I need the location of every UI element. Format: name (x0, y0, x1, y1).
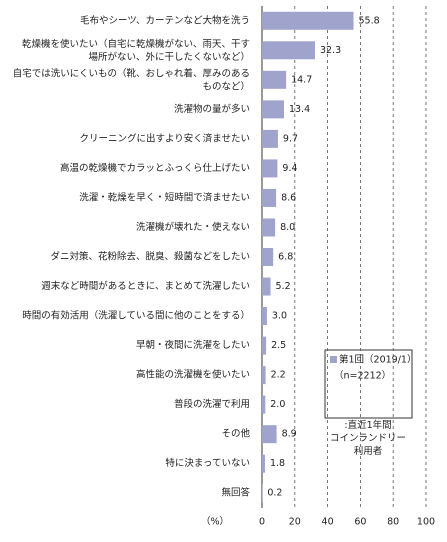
bar (262, 278, 271, 296)
value-label: 2.5 (271, 340, 286, 351)
y-tick-label: 時間の有効活用（洗濯している間に他のことをする） (22, 310, 250, 322)
y-tick-label: 特に決まっていない (165, 457, 250, 469)
bar (262, 307, 267, 325)
y-tick-label: 週末など時間があるときに、まとめて洗濯したい (41, 280, 250, 292)
value-label: 6.8 (278, 252, 293, 263)
y-tick-label: 普段の洗濯で利用 (174, 398, 250, 410)
x-tick-label: 20 (289, 517, 301, 528)
y-tick-label: 毛布やシーツ、カーテンなど大物を洗う (80, 14, 250, 26)
bar (262, 189, 276, 207)
value-label: 9.4 (282, 163, 297, 174)
value-label: 5.2 (276, 281, 291, 292)
value-label: 9.7 (283, 133, 298, 144)
legend-note: （n=2212） (334, 370, 391, 382)
bar (262, 425, 277, 443)
annotation: :直近1年間コインランドリー利用者 (330, 419, 406, 457)
y-tick-label: クリーニングに出すより安く済ませたい (79, 132, 250, 144)
value-label: 8.9 (282, 429, 297, 440)
bar (262, 12, 354, 30)
bar (262, 455, 265, 473)
bar (262, 337, 266, 355)
x-tick-label: 0 (259, 517, 265, 528)
y-tick-label: 洗濯物の量が多い (174, 103, 250, 115)
x-tick-label: 100 (417, 517, 435, 528)
value-label: 2.0 (270, 399, 285, 410)
x-tick-label: 40 (322, 517, 334, 528)
bar (262, 130, 278, 148)
value-label: 3.0 (272, 311, 287, 322)
value-label: 0.2 (267, 488, 282, 499)
x-tick-label: 60 (354, 517, 366, 528)
y-tick-label: 自宅では洗いにくいもの（靴、おしゃれ着、厚みのあるものなど） (13, 67, 250, 92)
y-tick-label: その他 (221, 428, 250, 440)
bar (262, 248, 273, 266)
value-label: 2.2 (271, 370, 286, 381)
bar (262, 159, 277, 177)
y-tick-label: 無回答 (221, 487, 250, 499)
bar (262, 71, 286, 89)
x-tick-label: 80 (387, 517, 399, 528)
bar (262, 396, 265, 414)
value-label: 1.8 (270, 458, 285, 469)
bar (262, 41, 315, 59)
value-label: 55.8 (359, 15, 380, 26)
bar (262, 366, 266, 384)
value-label: 8.6 (281, 192, 296, 203)
x-axis-label: （%） (201, 516, 229, 528)
value-label: 14.7 (291, 74, 312, 85)
y-tick-label: 早朝・夜間に洗濯をしたい (136, 339, 250, 351)
legend-swatch (330, 356, 337, 363)
bar (262, 218, 275, 236)
value-label: 13.4 (289, 104, 310, 115)
y-tick-label: 高温の乾燥機でカラッとふっくら仕上げたい (60, 162, 250, 174)
value-label: 8.0 (280, 222, 295, 233)
bar (262, 100, 284, 118)
y-tick-label: 洗濯・乾燥を早く・短時間で済ませたい (79, 191, 250, 203)
legend-label: 第1回（2019/1） (339, 354, 416, 366)
y-tick-label: 高性能の洗濯機を使いたい (136, 369, 250, 381)
y-tick-label: ダニ対策、花粉除去、脱臭、殺菌などをしたい (50, 251, 250, 263)
y-tick-label: 洗濯機が壊れた・使えない (136, 221, 250, 233)
y-tick-label: 乾燥機を使いたい（自宅に乾燥機がない、雨天、干す場所がない、外に干したくないなど… (22, 37, 250, 62)
value-label: 32.3 (320, 45, 341, 56)
